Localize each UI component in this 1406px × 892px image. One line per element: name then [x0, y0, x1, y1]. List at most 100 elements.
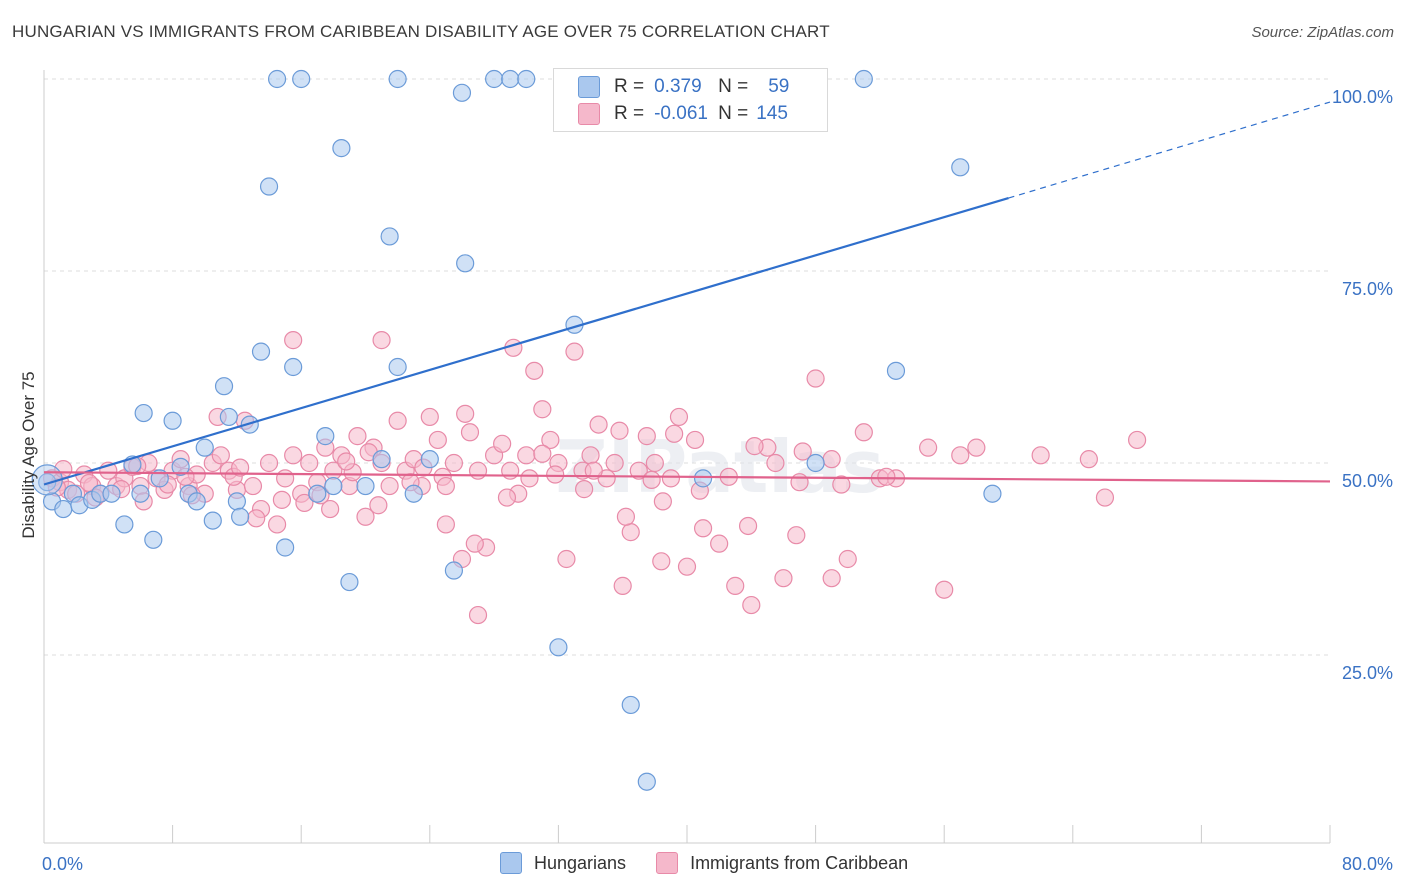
correlation-legend: R = 0.379 N = 59 R = -0.061 N = 145 [553, 68, 828, 132]
point-caribbean [935, 580, 954, 599]
point-caribbean [665, 424, 684, 443]
point-caribbean [243, 476, 263, 496]
point-caribbean [369, 496, 388, 515]
point-caribbean [653, 492, 672, 511]
point-caribbean [877, 467, 896, 486]
point-hungarian [163, 411, 182, 430]
point-caribbean [456, 404, 475, 423]
point-caribbean [533, 400, 552, 419]
point-caribbean [919, 438, 938, 457]
legend-item-hungarians[interactable]: Hungarians [500, 852, 626, 874]
point-hungarian [983, 484, 1002, 503]
point-caribbean [372, 331, 391, 350]
point-hungarian [485, 69, 504, 89]
point-caribbean [517, 446, 536, 465]
point-hungarian [276, 538, 295, 557]
legend-r-value: -0.061 [654, 103, 708, 124]
point-caribbean [259, 453, 279, 473]
point-hungarian [356, 476, 375, 496]
x-tick-label: 80.0% [1342, 854, 1393, 874]
point-caribbean [645, 453, 664, 473]
point-caribbean [613, 576, 632, 595]
legend-swatch-hungarians [578, 76, 600, 98]
y-tick-label: 50.0% [1342, 471, 1393, 491]
point-caribbean [822, 450, 841, 469]
point-hungarian [693, 469, 713, 488]
point-hungarian [115, 515, 134, 534]
point-caribbean [380, 476, 399, 496]
point-caribbean [541, 430, 560, 450]
point-caribbean [1031, 446, 1050, 465]
point-hungarian [259, 177, 279, 196]
point-hungarian [219, 407, 238, 427]
point-hungarian [102, 484, 121, 503]
point-hungarian [517, 69, 536, 89]
point-caribbean [806, 369, 825, 388]
point-hungarian [637, 772, 656, 791]
chart-title: HUNGARIAN VS IMMIGRANTS FROM CARIBBEAN D… [12, 22, 830, 41]
point-hungarian [886, 361, 906, 380]
legend-r-value: 0.379 [654, 76, 702, 97]
trendline-caribbean [43, 471, 1331, 483]
point-caribbean [677, 557, 697, 576]
point-caribbean [468, 605, 488, 625]
point-hungarian [292, 69, 311, 89]
x-tick-label: 0.0% [42, 854, 83, 874]
point-hungarian [316, 427, 335, 446]
point-caribbean [284, 331, 303, 350]
legend-swatch-caribbean [578, 103, 600, 125]
point-caribbean [822, 569, 841, 588]
point-caribbean [436, 476, 455, 496]
point-hungarian [388, 357, 407, 377]
point-hungarian [251, 342, 271, 361]
point-caribbean [726, 576, 745, 595]
point-caribbean [525, 361, 544, 380]
point-caribbean [348, 427, 367, 446]
point-caribbean [669, 407, 689, 427]
point-caribbean [629, 461, 648, 480]
legend-item-caribbean[interactable]: Immigrants from Caribbean [656, 852, 908, 874]
point-caribbean [787, 526, 806, 545]
point-caribbean [337, 452, 356, 471]
point-caribbean [967, 438, 986, 457]
point-caribbean [832, 475, 851, 494]
point-caribbean [295, 493, 314, 513]
point-caribbean [693, 519, 713, 538]
point-hungarian [501, 69, 520, 89]
legend-n-value: 59 [768, 76, 790, 97]
point-caribbean [444, 453, 464, 473]
point-caribbean [460, 423, 480, 442]
point-hungarian [340, 572, 359, 592]
point-caribbean [557, 549, 576, 569]
point-caribbean [610, 421, 629, 440]
trendline-hungarians [43, 196, 1009, 486]
legend-label-caribbean: Immigrants from Caribbean [690, 852, 909, 873]
point-hungarian [806, 453, 825, 473]
point-caribbean [738, 516, 758, 536]
point-caribbean [637, 427, 656, 446]
point-hungarian [54, 499, 73, 519]
point-caribbean [497, 488, 517, 507]
point-hungarian [195, 438, 214, 457]
point-caribbean [276, 469, 295, 488]
point-hungarian [38, 473, 57, 492]
series-legend: Hungarians Immigrants from Caribbean [500, 852, 938, 874]
point-caribbean [745, 437, 764, 456]
point-hungarian [284, 357, 303, 377]
trendline-hungarians-projection [1008, 101, 1331, 199]
point-caribbean [520, 469, 539, 488]
point-caribbean [231, 458, 250, 477]
point-caribbean [616, 507, 636, 526]
point-hungarian [854, 69, 873, 89]
point-hungarian [134, 403, 153, 423]
point-caribbean [388, 411, 407, 430]
point-caribbean [581, 446, 600, 465]
point-hungarian [444, 561, 464, 580]
point-hungarian [372, 450, 391, 469]
legend-n-value: 145 [756, 103, 788, 124]
point-caribbean [284, 446, 303, 465]
point-caribbean [356, 507, 375, 526]
legend-n-label: N = [718, 76, 749, 97]
y-tick-label: 75.0% [1342, 279, 1393, 299]
